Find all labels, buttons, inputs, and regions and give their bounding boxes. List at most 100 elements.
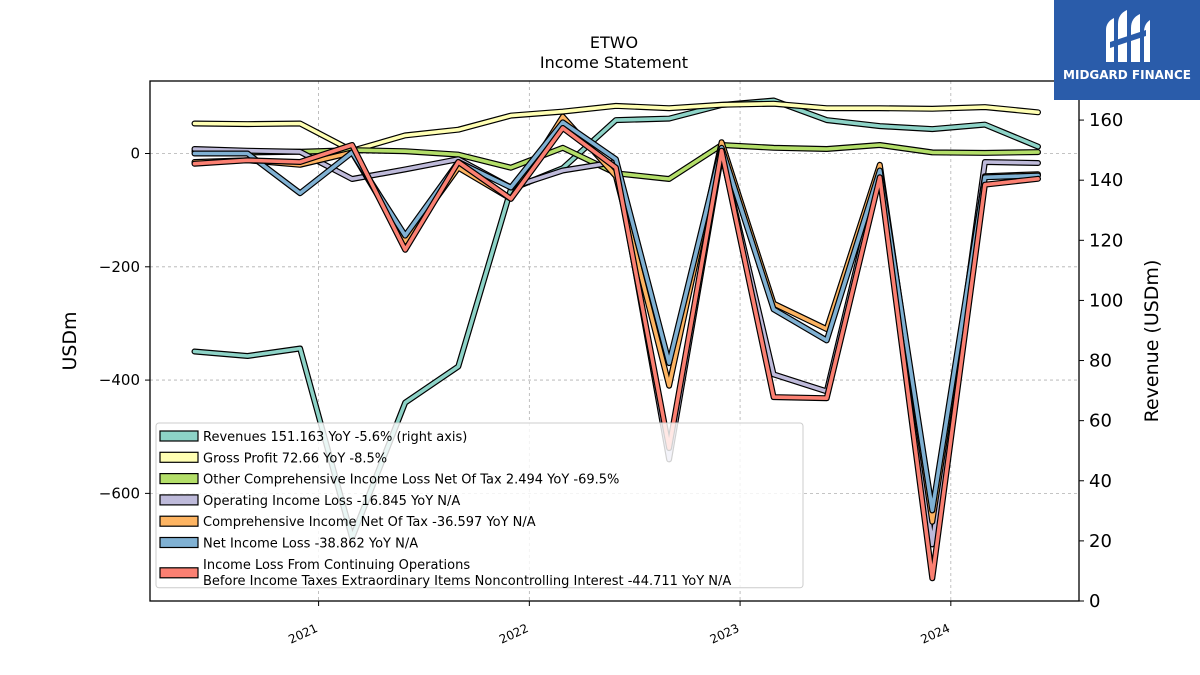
series-0-point-0 <box>193 350 196 353</box>
series-1-line <box>192 101 1040 153</box>
y-right-tick-label-4: 80 <box>1089 351 1112 372</box>
legend-item-0: Revenues 151.163 YoY -5.6% (right axis) <box>159 430 467 445</box>
series-2-point-16 <box>1036 151 1039 154</box>
legend-swatch-3 <box>159 494 199 506</box>
x-tick-label-0: 2021 <box>286 621 320 647</box>
series-6-point-16 <box>1036 177 1039 180</box>
series-6-point-0 <box>193 162 196 165</box>
series-6-point-15 <box>983 183 986 186</box>
y-axis-left: 0 −200 −400 −600 <box>99 145 150 502</box>
y-right-tick-label-2: 40 <box>1089 471 1112 492</box>
series-4-point-7 <box>561 115 564 118</box>
series-5-point-13 <box>878 169 881 172</box>
series-6-point-14 <box>931 577 934 580</box>
series-4-point-9 <box>668 384 671 387</box>
series-5-point-12 <box>825 339 828 342</box>
series-6-point-11 <box>772 396 775 399</box>
series-3-point-14 <box>931 543 934 546</box>
legend-swatch-0 <box>159 430 199 442</box>
series-6-point-5 <box>457 160 460 163</box>
series-4-point-14 <box>931 520 934 523</box>
legend-box <box>155 422 804 589</box>
series-0-point-2 <box>299 347 302 350</box>
y-right-tick-label-1: 20 <box>1089 531 1112 552</box>
y-right-tick-label-7: 140 <box>1089 170 1123 191</box>
series-2-point-9 <box>668 177 671 180</box>
series-5 <box>191 119 1041 514</box>
series-5-line <box>192 120 1040 513</box>
series-2-point-14 <box>931 151 934 154</box>
series-0-point-16 <box>1036 145 1039 148</box>
series-5-point-4 <box>404 234 407 237</box>
series-1-point-14 <box>931 107 934 110</box>
series-5-point-15 <box>983 176 986 179</box>
series-2-point-6 <box>509 166 512 169</box>
series-2-point-7 <box>561 146 564 149</box>
series-1-point-6 <box>509 114 512 117</box>
series-3-point-16 <box>1036 161 1039 164</box>
y-axis-right: 0 20 40 60 80 100 120 140 160 <box>1079 110 1123 612</box>
midgard-logo-icon <box>1106 10 1150 62</box>
series-layer <box>191 97 1041 582</box>
series-1-point-16 <box>1036 111 1039 114</box>
y-axis-right-label: Revenue (USDm) <box>1141 260 1163 423</box>
chart-title: ETWO <box>590 33 638 52</box>
series-1 <box>191 100 1041 154</box>
series-4-point-10 <box>720 141 723 144</box>
series-5-point-1 <box>246 152 249 155</box>
plot-frame <box>149 80 1080 602</box>
legend-label-2: Other Comprehensive Income Loss Net Of T… <box>203 473 619 488</box>
series-3-point-0 <box>193 147 196 150</box>
series-6-line <box>192 126 1040 581</box>
legend-label-6-line2: Before Income Taxes Extraordinary Items … <box>203 574 731 589</box>
legend-swatch-1 <box>159 451 199 463</box>
series-2-point-4 <box>404 150 407 153</box>
series-5-point-7 <box>561 121 564 124</box>
series-1-point-11 <box>772 102 775 105</box>
legend-label-5: Net Income Loss -38.862 YoY N/A <box>203 537 418 552</box>
y-axis-label: USDm <box>59 311 81 370</box>
series-3-point-3 <box>351 177 354 180</box>
legend-swatch-6 <box>159 567 199 579</box>
legend-item-5: Net Income Loss -38.862 YoY N/A <box>159 536 418 552</box>
series-6-point-6 <box>509 197 512 200</box>
x-axis: 2021 2022 2023 2024 <box>286 601 952 647</box>
series-5-point-11 <box>772 308 775 311</box>
series-1-point-4 <box>404 134 407 137</box>
series-3-point-11 <box>772 373 775 376</box>
series-0-point-12 <box>825 119 828 122</box>
series-1-point-13 <box>878 107 881 110</box>
series-0-point-14 <box>931 128 934 131</box>
y-tick-label-0: 0 <box>130 145 140 163</box>
series-2-point-15 <box>983 151 986 154</box>
series-4-point-13 <box>878 163 881 166</box>
series-2-point-12 <box>825 147 828 150</box>
y-tick-label-1: −200 <box>99 258 140 276</box>
legend: Revenues 151.163 YoY -5.6% (right axis) G… <box>155 422 804 589</box>
series-5-point-9 <box>668 362 671 365</box>
series-0-point-1 <box>246 354 249 357</box>
series-1-point-15 <box>983 106 986 109</box>
series-5-point-2 <box>299 192 302 195</box>
series-0-point-5 <box>457 365 460 368</box>
series-6 <box>191 125 1041 582</box>
series-1-point-9 <box>668 107 671 110</box>
series-1-point-8 <box>614 104 617 107</box>
series-3-point-2 <box>299 150 302 153</box>
series-1-point-10 <box>720 103 723 106</box>
legend-item-6: Income Loss From Continuing OperationsBe… <box>159 558 731 589</box>
series-6-point-2 <box>299 160 302 163</box>
chart-subtitle: Income Statement <box>540 53 688 72</box>
legend-swatch-5 <box>159 536 199 549</box>
x-tick-label-1: 2022 <box>497 621 531 647</box>
series-2-point-13 <box>878 143 881 146</box>
series-6-point-12 <box>825 397 828 400</box>
legend-label-3: Operating Income Loss -16.845 YoY N/A <box>203 494 460 509</box>
series-6-point-1 <box>246 159 249 162</box>
y-right-tick-label-8: 160 <box>1089 110 1123 131</box>
x-tick-label-3: 2024 <box>918 621 952 647</box>
legend-swatch-2 <box>159 473 199 485</box>
series-1-point-5 <box>457 128 460 131</box>
y-right-tick-label-5: 100 <box>1089 290 1123 311</box>
